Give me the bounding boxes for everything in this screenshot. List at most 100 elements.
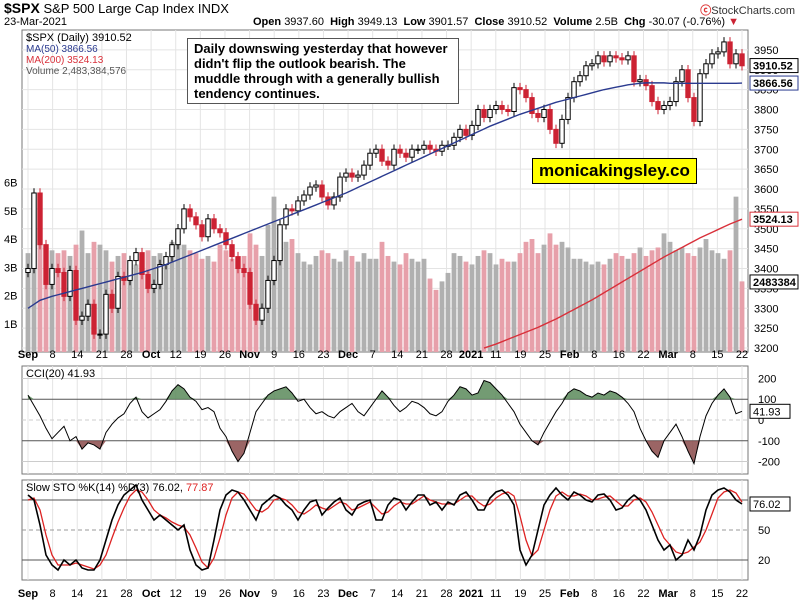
x-tick-label: 19 [194, 349, 206, 361]
candle-body [403, 152, 409, 158]
change-value: -30.07 (-0.76%) [648, 16, 725, 28]
volume-bar [121, 253, 127, 352]
candle-body [43, 244, 49, 285]
cci-fill-overbought [496, 388, 502, 400]
volume-bar [595, 261, 601, 352]
volume-bar [253, 244, 259, 352]
x-tick-label: Sep [18, 349, 38, 361]
cci-title: CCI(20) 41.93 [26, 368, 95, 380]
x-tick-label: 22 [637, 588, 649, 600]
volume-bar [133, 264, 139, 352]
candle-body [259, 307, 265, 321]
x-tick-label: 21 [96, 349, 108, 361]
candle-body [529, 97, 535, 114]
candle-body [637, 79, 643, 83]
x-tick-label: Feb [560, 349, 580, 361]
volume-bar [223, 250, 229, 352]
candle-body [565, 97, 571, 120]
x-tick-label: 7 [370, 588, 376, 600]
candle-body [31, 192, 37, 270]
candle-body [91, 303, 97, 335]
candle-body [235, 256, 241, 270]
x-tick-label: 19 [514, 349, 526, 361]
volume-bar [373, 258, 379, 352]
cci-fill-overbought [598, 393, 604, 400]
volume-bar [625, 258, 631, 352]
volume-bar [97, 244, 103, 352]
brand-logo[interactable]: ⓒStockCharts.com [700, 5, 795, 17]
x-tick-label: 14 [71, 349, 83, 361]
volume-bar [55, 253, 61, 352]
volume-bar [301, 261, 307, 352]
candle-body [271, 260, 277, 281]
volume-bar [607, 258, 613, 352]
candle-body [709, 53, 715, 65]
volume-bar [643, 255, 649, 352]
candle-body [697, 73, 703, 122]
volume-tick-label: 2B [4, 291, 17, 303]
candle-body [691, 97, 697, 122]
x-tick-label: 28 [120, 588, 132, 600]
x-tick-label: 9 [271, 349, 277, 361]
candle-body [373, 148, 379, 154]
cci-fill-overbought [490, 382, 496, 400]
candle-body [49, 268, 55, 285]
candle-body [631, 55, 637, 83]
y-tick-label: 3800 [754, 105, 778, 117]
volume-bar [541, 244, 547, 352]
volume-bar [157, 253, 163, 352]
volume-tick-label: 3B [4, 262, 17, 274]
volume-bar [493, 264, 499, 352]
x-tick-label: Sep [18, 588, 38, 600]
volume-bar [739, 281, 745, 352]
cci-fill-oversold [232, 440, 238, 462]
sto-tick-label: 20 [758, 555, 770, 567]
volume-bar [61, 250, 67, 352]
candle-body [127, 260, 133, 281]
y-tick-label: 3400 [754, 264, 778, 276]
high-value: 3949.13 [357, 16, 398, 28]
candle-body [253, 303, 259, 321]
x-tick-label: 12 [170, 349, 182, 361]
cci-fill-overbought [454, 386, 460, 400]
candle-body [493, 105, 499, 111]
y-tick-label: 3600 [754, 184, 778, 196]
x-tick-label: 16 [613, 588, 625, 600]
volume-bar [151, 255, 157, 352]
volume-bar [421, 258, 427, 352]
candle-body [139, 252, 145, 275]
x-tick-label: Oct [142, 588, 161, 600]
promo-link[interactable]: monicakingsley.co [532, 158, 697, 184]
x-tick-label: 19 [194, 588, 206, 600]
volume-bar [319, 250, 325, 352]
x-tick-label: 16 [293, 588, 305, 600]
volume-bar [199, 258, 205, 352]
x-tick-label: Feb [560, 588, 580, 600]
volume-bar [169, 241, 175, 352]
cci-fill-overbought [568, 388, 574, 400]
candle-body [85, 303, 91, 317]
volume-bar [277, 224, 283, 352]
volume-bar [727, 250, 733, 352]
candle-body [421, 144, 427, 150]
legend-entry: $SPX (Daily) 3910.52 [26, 32, 132, 44]
volume-bar [307, 264, 313, 352]
candle-body [523, 89, 529, 99]
candle-body [247, 271, 253, 305]
x-tick-label: 22 [736, 588, 748, 600]
candle-body [415, 148, 421, 151]
y-tick-label: 3450 [754, 244, 778, 256]
cci-fill-overbought [286, 386, 292, 400]
x-tick-label: 8 [591, 349, 597, 361]
candle-body [511, 87, 517, 112]
x-tick-label: 26 [219, 588, 231, 600]
candle-body [157, 264, 163, 285]
volume-bar [145, 250, 151, 352]
brand-icon: ⓒ [700, 5, 712, 17]
volume-bar [457, 255, 463, 352]
volume-bar [559, 241, 565, 352]
cci-fill-overbought [274, 388, 280, 400]
volume-bar [343, 250, 349, 352]
cci-fill-oversold [100, 440, 106, 450]
candle-body [667, 101, 673, 107]
